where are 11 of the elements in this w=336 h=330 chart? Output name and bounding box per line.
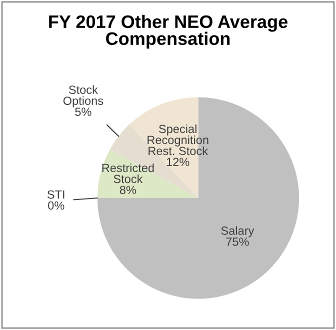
data-label: 5%	[75, 108, 92, 116]
chart-title: FY 2017 Other NEO Average Compensation	[49, 14, 288, 49]
data-label: 12%	[166, 158, 190, 166]
data-label: 75%	[226, 238, 249, 246]
slice-label: Special Recognition Rest. Stock	[148, 124, 208, 156]
slice-label: Restricted Stock	[102, 163, 154, 184]
text: 0%	[48, 201, 64, 210]
data-label: 8%	[120, 186, 136, 194]
slice-label: Stock Options	[63, 85, 104, 108]
slice-label: Salary	[221, 226, 254, 238]
legend-label: STI	[47, 190, 64, 199]
